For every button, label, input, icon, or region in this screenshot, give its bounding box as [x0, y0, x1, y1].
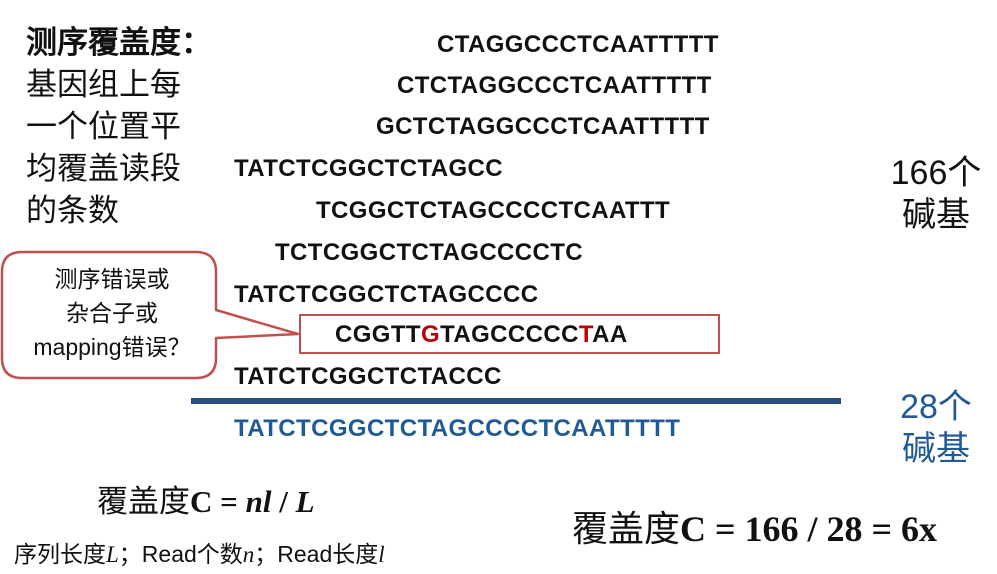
coverage-result: 覆盖度C = 166 / 28 = 6x: [572, 506, 937, 552]
result-expression: C = 166 / 28 = 6x: [680, 509, 937, 549]
total-bases-count: 166个: [872, 152, 997, 194]
reference-bases-unit: 碱基: [872, 428, 997, 470]
formula-eq: =: [212, 484, 245, 519]
formula-var-n: n: [246, 484, 263, 519]
definition-line: 均覆盖读段: [26, 148, 212, 190]
read-segment: TAGCCCCC: [440, 321, 579, 348]
definition-line: 一个位置平: [26, 106, 212, 148]
variable-legend: 序列长度L；Read个数n；Read长度l: [14, 538, 385, 571]
mismatch-base: T: [579, 321, 592, 348]
legend-text: 序列长度: [14, 541, 106, 567]
total-bases-unit: 碱基: [872, 194, 997, 236]
formula-slash: /: [271, 484, 295, 519]
reference-bases-count: 28个: [872, 386, 997, 428]
legend-text: ；Read长度: [254, 541, 378, 567]
read-segment: AA: [592, 321, 627, 348]
definition-line: 基因组上每: [26, 64, 212, 106]
reference-bases-label: 28个 碱基: [872, 386, 997, 470]
callout-line: mapping错误？: [10, 330, 214, 364]
coverage-formula: 覆盖度C = nl / L: [97, 482, 315, 522]
legend-text: ；Read个数: [119, 541, 243, 567]
callout-text: 测序错误或 杂合子或 mapping错误？: [10, 262, 214, 364]
result-label: 覆盖度: [572, 508, 680, 549]
read-4: TATCTCGGCTCTAGCC: [234, 154, 503, 184]
error-read: CGGTTGTAGCCCCCTAA: [335, 320, 628, 350]
mismatch-base: G: [421, 321, 440, 348]
formula-var-L: L: [296, 484, 315, 519]
read-6: TCTCGGCTCTAGCCCCTC: [275, 238, 583, 268]
reference-sequence: TATCTCGGCTCTAGCCCCTCAATTTTT: [234, 414, 680, 444]
formula-label: 覆盖度: [97, 484, 190, 519]
definition-title: 测序覆盖度：: [26, 22, 212, 64]
legend-var-n: n: [243, 542, 255, 567]
formula-var-c: C: [190, 484, 212, 519]
callout-line: 测序错误或: [10, 262, 214, 296]
read-3: GCTCTAGGCCCTCAATTTTT: [376, 112, 710, 142]
read-5: TCGGCTCTAGCCCCTCAATTT: [316, 196, 670, 226]
callout-line: 杂合子或: [10, 296, 214, 330]
read-2: CTCTAGGCCCTCAATTTTT: [397, 71, 712, 101]
definition-block: 测序覆盖度： 基因组上每 一个位置平 均覆盖读段 的条数: [26, 22, 212, 232]
total-bases-label: 166个 碱基: [872, 152, 997, 236]
definition-line: 的条数: [26, 190, 212, 232]
legend-var-L: L: [106, 542, 119, 567]
legend-var-l: l: [378, 542, 384, 567]
read-segment: CGGTT: [335, 321, 421, 348]
reference-line: [191, 398, 841, 404]
read-1: CTAGGCCCTCAATTTTT: [437, 30, 719, 60]
